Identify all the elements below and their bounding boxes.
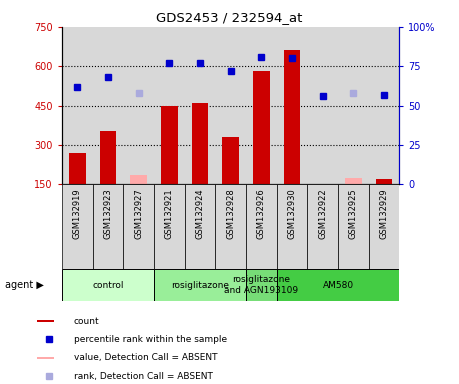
Text: GSM132924: GSM132924 (196, 189, 204, 239)
Bar (284, 50, 301, 184)
FancyBboxPatch shape (277, 184, 308, 269)
Text: rank, Detection Call = ABSENT: rank, Detection Call = ABSENT (74, 372, 213, 381)
FancyBboxPatch shape (369, 184, 399, 269)
Bar (161, 106, 178, 184)
Bar (100, 131, 117, 184)
Text: rosiglitazone: rosiglitazone (171, 281, 229, 290)
Text: agent ▶: agent ▶ (5, 280, 44, 290)
Bar (375, 179, 392, 184)
Bar (345, 178, 362, 184)
FancyBboxPatch shape (338, 184, 369, 269)
Text: AM580: AM580 (322, 281, 353, 290)
FancyBboxPatch shape (154, 184, 185, 269)
Bar (253, 71, 270, 184)
Bar (130, 175, 147, 184)
FancyBboxPatch shape (246, 184, 277, 269)
FancyBboxPatch shape (277, 269, 399, 301)
FancyBboxPatch shape (37, 356, 54, 359)
Text: GSM132929: GSM132929 (380, 189, 388, 239)
Text: value, Detection Call = ABSENT: value, Detection Call = ABSENT (74, 353, 218, 362)
Text: GSM132921: GSM132921 (165, 189, 174, 239)
Text: GSM132928: GSM132928 (226, 189, 235, 239)
FancyBboxPatch shape (246, 269, 277, 301)
FancyBboxPatch shape (308, 184, 338, 269)
Text: GSM132925: GSM132925 (349, 189, 358, 239)
FancyBboxPatch shape (37, 319, 54, 323)
FancyBboxPatch shape (62, 269, 154, 301)
Text: GSM132927: GSM132927 (134, 189, 143, 239)
FancyBboxPatch shape (93, 184, 123, 269)
FancyBboxPatch shape (62, 184, 93, 269)
Bar (69, 153, 86, 184)
Text: percentile rank within the sample: percentile rank within the sample (74, 335, 227, 344)
Bar (314, 184, 331, 190)
FancyBboxPatch shape (123, 184, 154, 269)
Text: GSM132930: GSM132930 (287, 189, 297, 239)
Text: GSM132923: GSM132923 (103, 189, 112, 239)
Bar (222, 137, 239, 184)
FancyBboxPatch shape (215, 184, 246, 269)
Text: GDS2453 / 232594_at: GDS2453 / 232594_at (157, 12, 302, 25)
FancyBboxPatch shape (154, 269, 246, 301)
FancyBboxPatch shape (185, 184, 215, 269)
Text: rosiglitazone
and AGN193109: rosiglitazone and AGN193109 (224, 275, 298, 295)
Text: GSM132926: GSM132926 (257, 189, 266, 239)
Text: count: count (74, 316, 100, 326)
Text: control: control (92, 281, 124, 290)
Text: GSM132919: GSM132919 (73, 189, 82, 239)
Text: GSM132922: GSM132922 (318, 189, 327, 239)
Bar (191, 103, 208, 184)
